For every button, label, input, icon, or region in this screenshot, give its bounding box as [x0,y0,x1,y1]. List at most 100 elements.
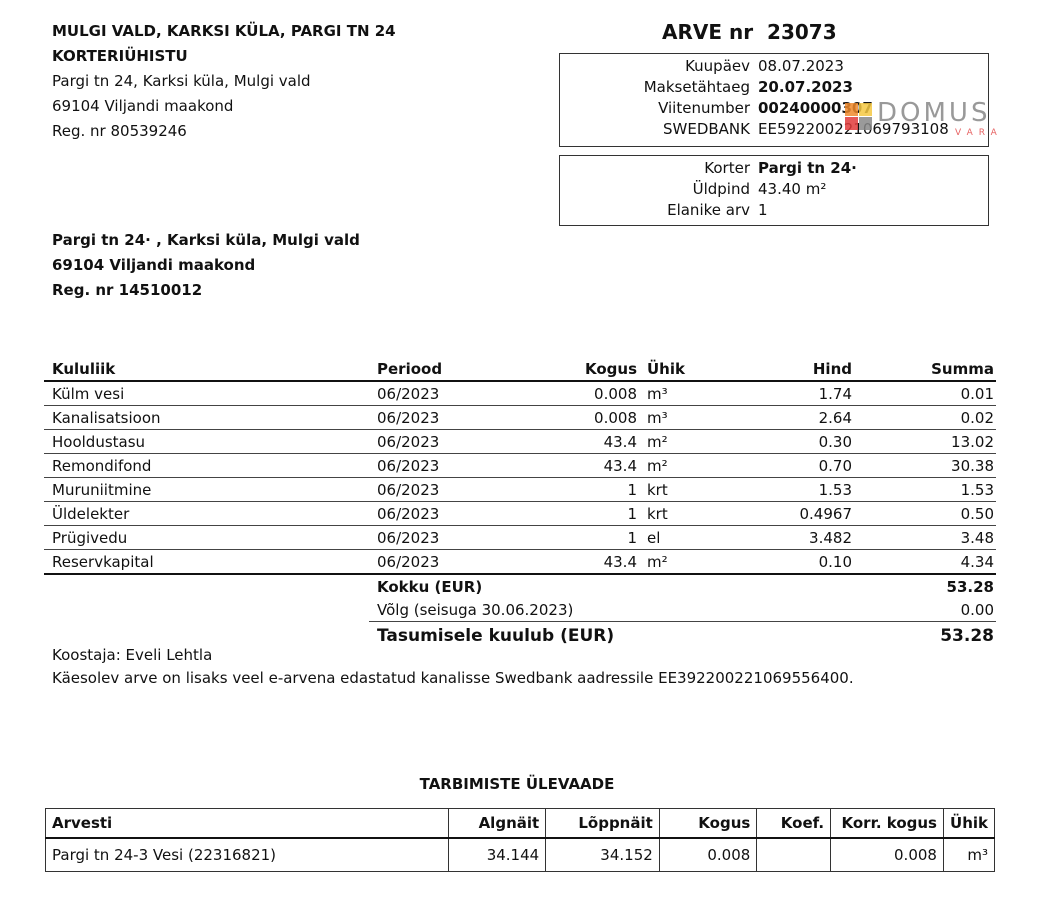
cost-type-cell: Prügivedu [44,525,369,550]
cost-type-cell: Kanalisatsioon [44,405,369,430]
col-kogus: Kogus [509,358,639,382]
consumption-cell: 0.008 [830,837,944,872]
col-periood: Periood [369,358,509,382]
invoice-field-label: SWEDBANK [663,120,750,138]
consumption-cell: 34.152 [545,837,660,872]
sender-address: Pargi tn 24, Karksi küla, Mulgi vald [52,72,311,90]
consumption-col-header: Arvesti [45,808,449,839]
apartment-field-value: 43.40 m² [758,180,827,198]
logo-square [845,103,858,116]
consumption-row: Pargi tn 24-3 Vesi (22316821) 34.144 34.15… [45,837,996,872]
invoice-number: 23073 [767,20,837,44]
cost-type-cell: Muruniitmine [44,477,369,502]
apartment-field: Elanike arv 1 [560,200,988,221]
einvoice-note: Käesolev arve on lisaks veel e-arvena ed… [52,669,854,687]
cost-type-cell: Hooldustasu [44,429,369,454]
quantity-cell: 0.008 [509,381,639,406]
unit-cell: krt [639,477,699,502]
invoice-field-value: 20.07.2023 [758,78,853,96]
logo-text: DOMUS [877,98,991,128]
sender-block: MULGI VALD, KARKSI KÜLA, PARGI TN 24 KOR… [52,19,396,144]
unit-cell: m² [639,429,699,454]
items-header-row: Kululiik Periood Kogus Ühik Hind Summa [44,358,996,382]
consumption-cell: Pargi tn 24-3 Vesi (22316821) [45,837,449,872]
sum-cell: 30.38 [854,453,996,478]
period-cell: 06/2023 [369,477,509,502]
consumption-cell: 34.144 [447,837,547,872]
item-row: Kanalisatsioon 06/2023 0.008 m³ 2.64 0.02 [44,405,996,430]
consumption-title: TARBIMISTE ÜLEVAADE [419,775,615,793]
apartment-field-label: Üldpind [692,180,750,198]
quantity-cell: 43.4 [509,429,639,454]
apartment-field: Üldpind 43.40 m² [560,179,988,200]
item-row: Üldelekter 06/2023 1 krt 0.4967 0.50 [44,501,996,526]
consumption-col-header: Algnäit [447,808,547,839]
unit-cell: el [639,525,699,550]
recipient-postal: 69104 Viljandi maakond [52,256,256,274]
logo-subtext: VARA [955,128,1003,138]
cost-type-cell: Külm vesi [44,381,369,406]
price-cell: 0.70 [699,453,854,478]
logo-square [845,117,858,130]
period-cell: 06/2023 [369,501,509,526]
debt-row: Võlg (seisuga 30.06.2023) 0.00 [44,598,996,622]
sender-name-2: KORTERIÜHISTU [52,47,188,65]
sender-reg: Reg. nr 80539246 [52,122,187,140]
price-cell: 0.10 [699,549,854,575]
item-row: Prügivedu 06/2023 1 el 3.482 3.48 [44,525,996,550]
apartment-field-label: Korter [704,159,750,177]
consumption-col-header: Kogus [658,808,758,839]
invoice-field: Maksetähtaeg 20.07.2023 [560,77,988,98]
quantity-cell: 1 [509,525,639,550]
item-row: Hooldustasu 06/2023 43.4 m² 0.30 13.02 [44,429,996,454]
consumption-table: Arvesti Algnäit Lõppnäit Kogus Koef. Korr. ko… [45,808,996,872]
invoice-field-value: 00240000307 [758,99,873,117]
sender-name: MULGI VALD, KARKSI KÜLA, PARGI TN 24 [52,22,396,40]
invoice-title: ARVE nr 23073 [662,20,837,44]
payable-label: Tasumisele kuulub (EUR) [377,626,615,646]
price-cell: 0.30 [699,429,854,454]
total-label: Kokku (EUR) [377,577,483,596]
item-row: Muruniitmine 06/2023 1 krt 1.53 1.53 [44,477,996,502]
sum-cell: 0.02 [854,405,996,430]
unit-cell: krt [639,501,699,526]
recipient-reg: Reg. nr 14510012 [52,281,203,299]
invoice-field: Kuupäev 08.07.2023 [560,56,988,77]
apartment-field-label: Elanike arv [667,201,750,219]
apartment-field-value: Pargi tn 24· [758,159,857,177]
price-cell: 2.64 [699,405,854,430]
price-cell: 1.53 [699,477,854,502]
apartment-field: Korter Pargi tn 24· [560,158,988,179]
consumption-cell: 0.008 [658,837,758,872]
period-cell: 06/2023 [369,405,509,430]
sum-cell: 3.48 [854,525,996,550]
apartment-box: Korter Pargi tn 24· Üldpind 43.40 m² Elanike… [559,155,989,226]
sum-cell: 0.50 [854,501,996,526]
quantity-cell: 43.4 [509,549,639,575]
cost-type-cell: Remondifond [44,453,369,478]
sum-cell: 0.01 [854,381,996,406]
invoice-field: Viitenumber 00240000307 [560,98,988,119]
col-uhik: Ühik [639,358,699,382]
consumption-cell [756,837,832,872]
debt-label: Võlg (seisuga 30.06.2023) [369,598,854,622]
sum-cell: 4.34 [854,549,996,575]
period-cell: 06/2023 [369,525,509,550]
item-row: Külm vesi 06/2023 0.008 m³ 1.74 0.01 [44,381,996,406]
consumption-col-header: Korr. kogus [830,808,944,839]
payable-value: 53.28 [940,626,994,646]
quantity-cell: 1 [509,477,639,502]
consumption-header-row: Arvesti Algnäit Lõppnäit Kogus Koef. Korr. ko… [45,808,996,839]
payable-row: Tasumisele kuulub (EUR) 53.28 [44,622,996,651]
col-kululiik: Kululiik [44,358,369,382]
total-row: Kokku (EUR) 53.28 [44,574,996,598]
apartment-field-value: 1 [758,201,768,219]
quantity-cell: 0.008 [509,405,639,430]
period-cell: 06/2023 [369,429,509,454]
unit-cell: m³ [639,405,699,430]
recipient-address: Pargi tn 24· , Karksi küla, Mulgi vald [52,231,360,249]
items-table: Kululiik Periood Kogus Ühik Hind Summa K… [44,358,996,650]
domus-logo: DOMUS VARA [845,98,1015,145]
col-summa: Summa [854,358,996,382]
